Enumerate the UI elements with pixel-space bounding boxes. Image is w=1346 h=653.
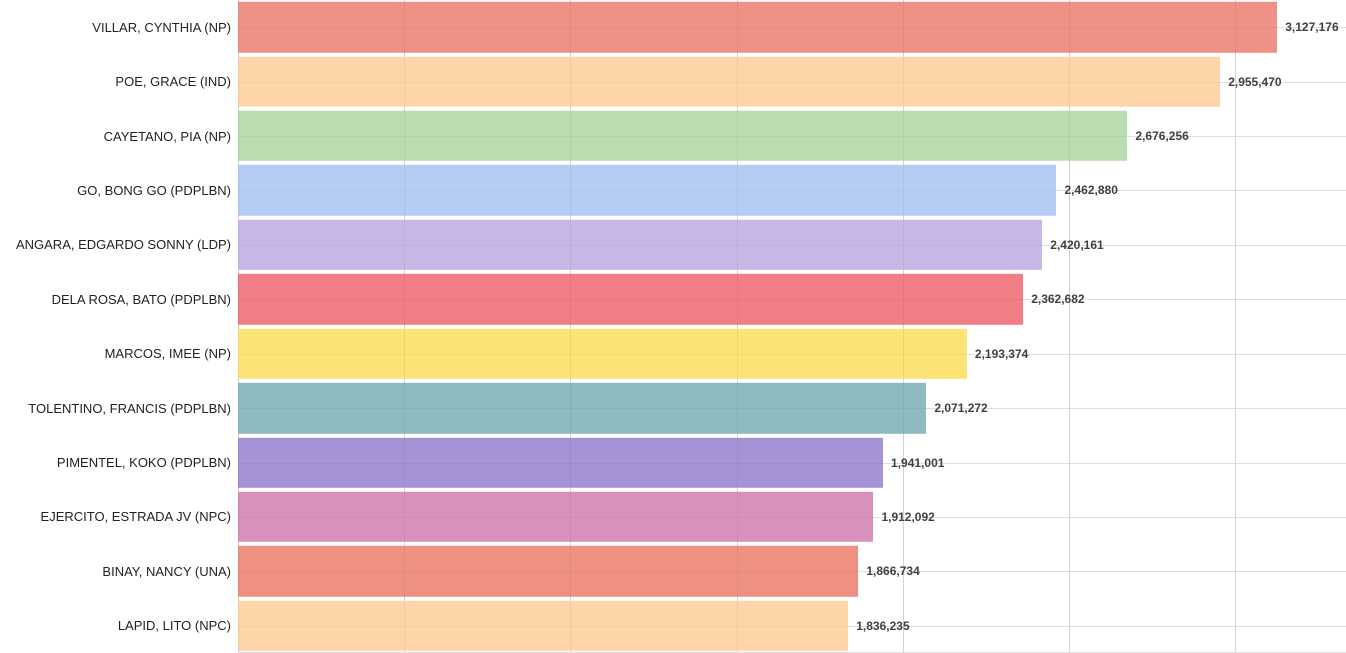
horizontal-gridline-overlay — [238, 626, 1346, 627]
category-label: EJERCITO, ESTRADA JV (NPC) — [40, 509, 231, 525]
bar-track: 2,193,374 — [238, 327, 1346, 381]
vertical-gridline — [902, 0, 904, 653]
category-label: TOLENTINO, FRANCIS (PDPLBN) — [28, 400, 231, 416]
horizontal-gridline-overlay — [238, 463, 1346, 464]
value-label: 1,912,092 — [881, 509, 935, 524]
value-label: 2,955,470 — [1228, 74, 1282, 89]
bar-row: MARCOS, IMEE (NP) 2,193,374 — [0, 327, 1346, 381]
category-label: ANGARA, EDGARDO SONNY (LDP) — [15, 237, 231, 253]
bar-row: TOLENTINO, FRANCIS (PDPLBN) 2,071,272 — [0, 381, 1346, 435]
value-label: 1,836,235 — [856, 618, 910, 633]
bar — [238, 110, 1128, 162]
bar-row: BINAY, NANCY (UNA) 1,866,734 — [0, 544, 1346, 598]
value-label: 3,127,176 — [1285, 20, 1339, 35]
category-label: POE, GRACE (IND) — [115, 74, 231, 90]
bar — [238, 437, 884, 488]
bar — [238, 2, 1278, 53]
bar-track: 3,127,176 — [238, 0, 1346, 54]
value-label: 2,193,374 — [974, 346, 1029, 361]
bar — [238, 56, 1221, 107]
vertical-gridline — [404, 0, 406, 653]
value-label: 2,462,880 — [1064, 183, 1118, 198]
bar-row: LAPID, LITO (NPC) 1,836,235 — [0, 599, 1346, 653]
bar-row: VILLAR, CYNTHIA (NP) 3,127,176 — [0, 0, 1346, 54]
category-label: BINAY, NANCY (UNA) — [102, 563, 231, 579]
horizontal-gridline-overlay — [238, 27, 1346, 28]
bar — [238, 165, 1057, 216]
category-label: GO, BONG GO (PDPLBN) — [77, 182, 231, 198]
bar — [238, 382, 927, 434]
bar-row: DELA ROSA, BATO (PDPLBN) 2,362,682 — [0, 272, 1346, 326]
bar-track: 2,362,682 — [238, 272, 1346, 326]
bar-row: ANGARA, EDGARDO SONNY (LDP) 2,420,161 — [0, 218, 1346, 272]
value-label: 2,362,682 — [1031, 292, 1085, 307]
bar-row: PIMENTEL, KOKO (PDPLBN) 1,941,001 — [0, 435, 1346, 489]
category-label: PIMENTEL, KOKO (PDPLBN) — [56, 455, 231, 471]
bar-track: 1,912,092 — [238, 490, 1346, 544]
vertical-gridline-overlay — [902, 0, 904, 653]
bar — [238, 546, 859, 597]
category-label: VILLAR, CYNTHIA (NP) — [92, 19, 231, 35]
category-label: DELA ROSA, BATO (PDPLBN) — [51, 291, 231, 307]
horizontal-gridline-overlay — [238, 354, 1346, 355]
bar-row: GO, BONG GO (PDPLBN) 2,462,880 — [0, 163, 1346, 217]
value-label: 1,941,001 — [891, 455, 945, 470]
horizontal-gridline-overlay — [238, 299, 1346, 300]
bar-track: 2,462,880 — [238, 163, 1346, 217]
bar — [238, 274, 1024, 325]
bar — [238, 328, 967, 379]
vertical-gridline-overlay — [404, 0, 406, 653]
vertical-gridline-overlay — [1235, 0, 1236, 653]
bar — [238, 491, 874, 543]
vertical-gridline — [1235, 0, 1236, 653]
vertical-gridline — [570, 0, 572, 653]
horizontal-gridline-overlay — [238, 517, 1346, 518]
category-label: LAPID, LITO (NPC) — [117, 618, 231, 634]
bar — [238, 600, 849, 651]
y-axis-line — [238, 0, 239, 653]
bar-track: 2,676,256 — [238, 109, 1346, 163]
vertical-gridline-overlay — [1068, 0, 1070, 653]
horizontal-gridline-overlay — [238, 408, 1346, 409]
bar-track: 1,866,734 — [238, 544, 1346, 598]
horizontal-gridline-overlay — [238, 82, 1346, 83]
value-label: 2,676,256 — [1135, 129, 1189, 144]
horizontal-gridline-overlay — [238, 571, 1346, 572]
bar-track: 2,955,470 — [238, 54, 1346, 108]
bar-track: 1,941,001 — [238, 435, 1346, 489]
bar-row: POE, GRACE (IND) 2,955,470 — [0, 54, 1346, 108]
vertical-gridline-overlay — [238, 0, 239, 653]
vertical-gridline — [736, 0, 738, 653]
value-label: 2,420,161 — [1050, 237, 1104, 252]
value-label: 1,866,734 — [866, 564, 920, 579]
horizontal-gridline-overlay — [238, 190, 1346, 191]
value-label: 2,071,272 — [934, 401, 988, 416]
bar-track: 2,071,272 — [238, 381, 1346, 435]
bar-track: 2,420,161 — [238, 218, 1346, 272]
horizontal-gridline-overlay — [238, 245, 1346, 246]
category-label: MARCOS, IMEE (NP) — [104, 346, 231, 362]
vertical-gridline — [1068, 0, 1070, 653]
bar — [238, 219, 1043, 271]
vertical-gridline-overlay — [736, 0, 738, 653]
bar-track: 1,836,235 — [238, 599, 1346, 653]
bar-row: EJERCITO, ESTRADA JV (NPC) 1,912,092 — [0, 490, 1346, 544]
category-label: CAYETANO, PIA (NP) — [103, 128, 231, 144]
vertical-gridline-overlay — [570, 0, 572, 653]
bar-row: CAYETANO, PIA (NP) 2,676,256 — [0, 109, 1346, 163]
